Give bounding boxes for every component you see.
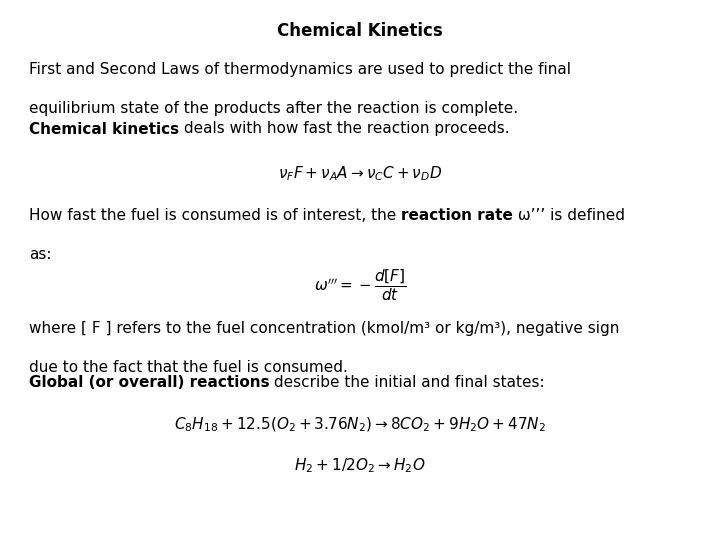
Text: equilibrium state of the products after the reaction is complete.: equilibrium state of the products after … [29,101,518,116]
Text: Chemical kinetics: Chemical kinetics [29,122,179,137]
Text: reaction rate: reaction rate [401,208,513,223]
Text: $\omega^{\prime\prime\prime}=-\dfrac{d[F]}{dt}$: $\omega^{\prime\prime\prime}=-\dfrac{d[F… [314,267,406,303]
Text: $\nu_F F+\nu_A A\rightarrow\nu_C C+\nu_D D$: $\nu_F F+\nu_A A\rightarrow\nu_C C+\nu_D… [278,165,442,184]
Text: How fast the fuel is consumed is of interest, the: How fast the fuel is consumed is of inte… [29,208,401,223]
Text: $C_8H_{18}+12.5(O_2+3.76N_2)\rightarrow 8CO_2+9H_2O+47N_2$: $C_8H_{18}+12.5(O_2+3.76N_2)\rightarrow … [174,416,546,434]
Text: $H_2+1/2O_2\rightarrow H_2O$: $H_2+1/2O_2\rightarrow H_2O$ [294,456,426,475]
Text: deals with how fast the reaction proceeds.: deals with how fast the reaction proceed… [179,122,510,137]
Text: due to the fact that the fuel is consumed.: due to the fact that the fuel is consume… [29,360,348,375]
Text: First and Second Laws of thermodynamics are used to predict the final: First and Second Laws of thermodynamics … [29,62,571,77]
Text: where [ F ] refers to the fuel concentration (kmol/m³ or kg/m³), negative sign: where [ F ] refers to the fuel concentra… [29,321,619,336]
Text: ω’’’ is defined: ω’’’ is defined [513,208,625,223]
Text: Global (or overall) reactions: Global (or overall) reactions [29,375,269,390]
Text: Chemical Kinetics: Chemical Kinetics [277,22,443,39]
Text: as:: as: [29,247,51,262]
Text: describe the initial and final states:: describe the initial and final states: [269,375,545,390]
